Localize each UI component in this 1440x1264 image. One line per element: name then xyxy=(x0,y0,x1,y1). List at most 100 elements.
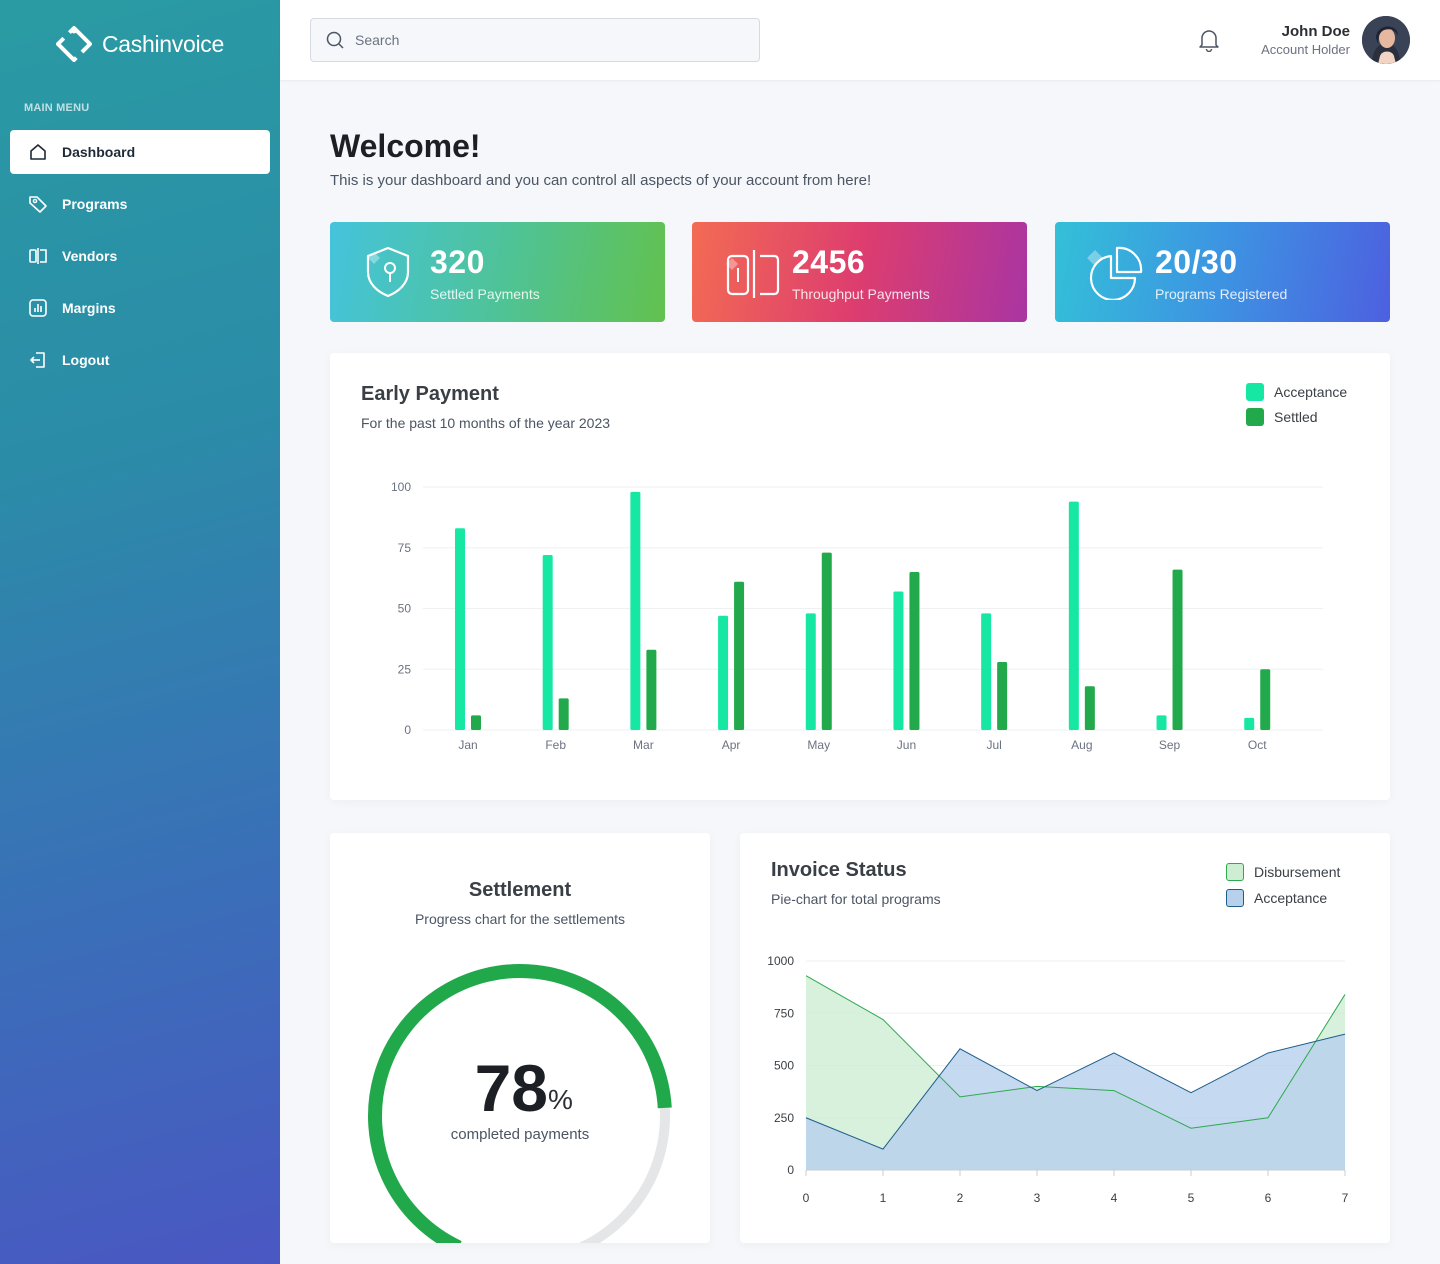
early-payment-card: Early Payment For the past 10 months of … xyxy=(330,353,1390,800)
bar-acceptance-may[interactable] xyxy=(805,613,816,730)
sidebar-item-programs[interactable]: Programs xyxy=(10,182,270,226)
bar-settled-mar[interactable] xyxy=(646,649,657,730)
bar-acceptance-sep[interactable] xyxy=(1156,715,1167,730)
bar-settled-may[interactable] xyxy=(821,552,832,730)
sidebar-item-logout[interactable]: Logout xyxy=(10,338,270,382)
stat-value: 20/30 xyxy=(1155,244,1238,280)
legend-label: Settled xyxy=(1274,408,1318,425)
sidebar-item-vendors[interactable]: Vendors xyxy=(10,234,270,278)
bar-settled-apr[interactable] xyxy=(734,581,745,730)
main-menu: Dashboard Programs Vendors Margins Logou… xyxy=(10,130,270,390)
invoice-status-title: Invoice Status xyxy=(771,859,907,881)
x-tick-label: Sep xyxy=(1159,738,1181,752)
bar-acceptance-jun[interactable] xyxy=(893,591,904,730)
x-tick-label: 7 xyxy=(1342,1191,1349,1205)
x-tick-label: Jan xyxy=(458,738,477,752)
sidebar: Cashinvoice MAIN MENU Dashboard Programs… xyxy=(0,0,280,1264)
y-tick-label: 100 xyxy=(391,480,411,494)
x-tick-label: May xyxy=(807,738,830,752)
user-menu[interactable]: John Doe Account Holder xyxy=(1261,16,1410,64)
x-tick-label: Jun xyxy=(897,738,916,752)
legend-label: Acceptance xyxy=(1274,383,1348,400)
stat-card-settled-payments[interactable]: 320 Settled Payments xyxy=(330,222,665,322)
legend-swatch xyxy=(1226,863,1244,881)
x-tick-label: 4 xyxy=(1111,1191,1118,1205)
legend-item-acceptance[interactable]: Acceptance xyxy=(1226,885,1340,911)
avatar-image xyxy=(1362,16,1410,64)
bar-settled-jun[interactable] xyxy=(909,572,920,730)
bar-settled-sep[interactable] xyxy=(1172,569,1183,730)
bar-settled-jul[interactable] xyxy=(997,661,1008,730)
y-tick-label: 750 xyxy=(774,1006,794,1020)
x-tick-label: 0 xyxy=(803,1191,810,1205)
bar-acceptance-aug[interactable] xyxy=(1068,501,1079,730)
bar-acceptance-mar[interactable] xyxy=(630,491,641,730)
bar-settled-jan[interactable] xyxy=(471,715,481,730)
legend-item-settled[interactable]: Settled xyxy=(1246,404,1347,429)
sidebar-item-label: Programs xyxy=(62,196,128,212)
x-tick-label: 5 xyxy=(1188,1191,1195,1205)
bar-acceptance-jan[interactable] xyxy=(455,528,465,730)
legend-item-disbursement[interactable]: Disbursement xyxy=(1226,859,1340,885)
stat-card-programs-registered[interactable]: 20/30 Programs Registered xyxy=(1055,222,1390,322)
invoice-status-card: Invoice Status Pie-chart for total progr… xyxy=(740,833,1390,1243)
x-tick-label: Apr xyxy=(722,738,741,752)
early-payment-title: Early Payment xyxy=(361,383,499,405)
search-box xyxy=(310,18,760,62)
user-role: Account Holder xyxy=(1261,42,1350,57)
legend-label: Acceptance xyxy=(1254,890,1328,906)
x-tick-label: Feb xyxy=(545,738,566,752)
user-name: John Doe xyxy=(1281,23,1350,40)
stat-card-throughput-payments[interactable]: 2456 Throughput Payments xyxy=(692,222,1027,322)
search-input[interactable] xyxy=(355,32,735,48)
chart-icon xyxy=(29,299,47,317)
legend-swatch xyxy=(1226,889,1244,907)
bar-settled-aug[interactable] xyxy=(1084,686,1095,730)
x-tick-label: Mar xyxy=(633,738,654,752)
legend-label: Disbursement xyxy=(1254,864,1341,880)
y-tick-label: 1000 xyxy=(767,954,794,968)
x-tick-label: 6 xyxy=(1265,1191,1272,1205)
settlement-value: 78 xyxy=(475,1051,548,1125)
vendors-icon xyxy=(726,250,780,298)
avatar[interactable] xyxy=(1362,16,1410,64)
main-menu-title: MAIN MENU xyxy=(24,102,90,114)
search-icon xyxy=(326,31,344,49)
invoice-status-legend: Disbursement Acceptance xyxy=(1226,859,1340,911)
shield-icon xyxy=(366,246,410,298)
gauge-fill xyxy=(368,964,672,1243)
settlement-subtitle: Progress chart for the settlements xyxy=(414,911,626,927)
brand-logo[interactable]: Cashinvoice xyxy=(56,26,224,62)
invoice-status-subtitle: Pie-chart for total programs xyxy=(771,891,941,907)
early-payment-subtitle: For the past 10 months of the year 2023 xyxy=(361,415,611,431)
bar-acceptance-oct[interactable] xyxy=(1244,717,1255,730)
stat-label: Throughput Payments xyxy=(792,286,930,302)
early-payment-bar-chart: 0 25 50 75 100 Jan Feb Mar Apr May Jun Jul Aug Sep Oct xyxy=(391,480,1323,752)
area-acceptance[interactable] xyxy=(806,1034,1345,1170)
bar-settled-feb[interactable] xyxy=(558,698,569,730)
notifications-button[interactable] xyxy=(1198,28,1220,57)
bar-settled-oct[interactable] xyxy=(1260,669,1271,730)
sidebar-item-dashboard[interactable]: Dashboard xyxy=(10,130,270,174)
bar-acceptance-apr[interactable] xyxy=(718,615,729,730)
stat-value: 2456 xyxy=(792,244,866,280)
settlement-unit: % xyxy=(548,1084,573,1115)
vendors-icon xyxy=(29,248,47,264)
stat-label: Settled Payments xyxy=(430,286,540,302)
logout-icon xyxy=(30,352,45,368)
early-payment-legend: Acceptance Settled xyxy=(1246,379,1347,429)
y-tick-label: 250 xyxy=(774,1111,794,1125)
legend-item-acceptance[interactable]: Acceptance xyxy=(1246,379,1347,404)
legend-swatch xyxy=(1246,382,1264,401)
y-tick-label: 0 xyxy=(404,723,411,737)
line-disbursement xyxy=(805,975,1346,1129)
bar-acceptance-jul[interactable] xyxy=(981,613,992,730)
invoice-status-area-chart: 0 250 500 750 1000 0 1 2 3 4 5 6 7 xyxy=(767,954,1349,1205)
sidebar-item-label: Dashboard xyxy=(62,144,136,160)
legend-swatch xyxy=(1246,407,1264,426)
bar-acceptance-feb[interactable] xyxy=(542,555,553,730)
sidebar-item-margins[interactable]: Margins xyxy=(10,286,270,330)
y-tick-label: 25 xyxy=(398,662,412,676)
sidebar-item-label: Logout xyxy=(62,352,110,368)
brand-name: Cashinvoice xyxy=(102,30,224,57)
